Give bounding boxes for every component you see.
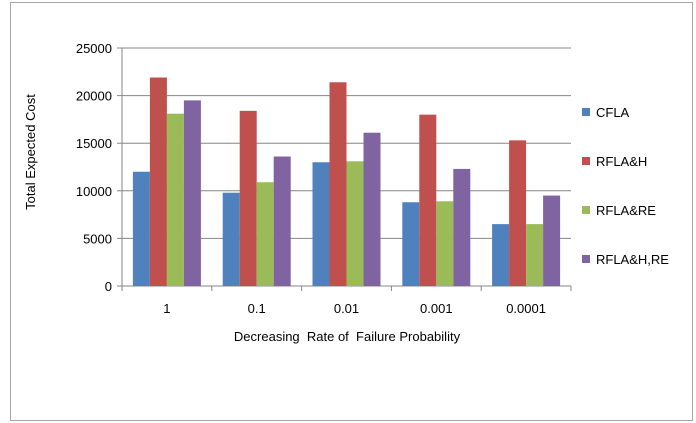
legend-label: RFLA&H	[596, 154, 647, 169]
bars	[132, 77, 561, 287]
x-tick-label: 0.001	[420, 301, 453, 316]
bar	[363, 132, 381, 286]
y-axis-title: Total Expected Cost	[23, 94, 38, 210]
y-tick-label: 15000	[76, 136, 112, 151]
y-tick-label: 10000	[76, 184, 112, 199]
bar	[312, 162, 330, 286]
x-tick-label: 0.0001	[506, 301, 546, 316]
bar	[419, 114, 437, 286]
legend-label: RFLA&RE	[596, 203, 656, 218]
bar	[256, 182, 274, 286]
x-axis-title: Decreasing Rate of Failure Probability	[234, 329, 461, 344]
bar	[492, 224, 510, 286]
bar	[222, 192, 240, 286]
bar	[346, 161, 364, 286]
bar	[436, 201, 454, 286]
y-tick-label: 20000	[76, 89, 112, 104]
y-tick-label: 5000	[83, 231, 112, 246]
bar	[166, 113, 184, 286]
y-axis: 0 5000 10000 15000 20000 25000	[76, 41, 123, 294]
x-tick-label: 0.1	[248, 301, 266, 316]
bar	[149, 77, 167, 287]
bar	[526, 224, 544, 286]
x-axis: 1 0.1 0.01 0.001 0.0001	[121, 285, 572, 316]
x-tick-label: 0.01	[334, 301, 359, 316]
bar	[402, 202, 420, 286]
legend-swatch	[582, 108, 590, 116]
bar	[132, 171, 150, 286]
legend-swatch	[582, 255, 590, 263]
bar	[239, 110, 257, 286]
legend-label: CFLA	[596, 105, 630, 120]
y-tick-label: 25000	[76, 41, 112, 56]
bar	[183, 100, 201, 286]
bar	[509, 140, 527, 286]
bar	[543, 195, 561, 286]
legend-swatch	[582, 206, 590, 214]
x-tick-label: 1	[163, 301, 170, 316]
bar	[329, 82, 347, 286]
bar	[273, 156, 291, 286]
legend-swatch	[582, 157, 590, 165]
y-tick-label: 0	[105, 279, 112, 294]
legend: CFLA RFLA&H RFLA&RE RFLA&H,RE	[582, 105, 669, 267]
bar	[453, 168, 471, 286]
legend-label: RFLA&H,RE	[596, 252, 669, 267]
